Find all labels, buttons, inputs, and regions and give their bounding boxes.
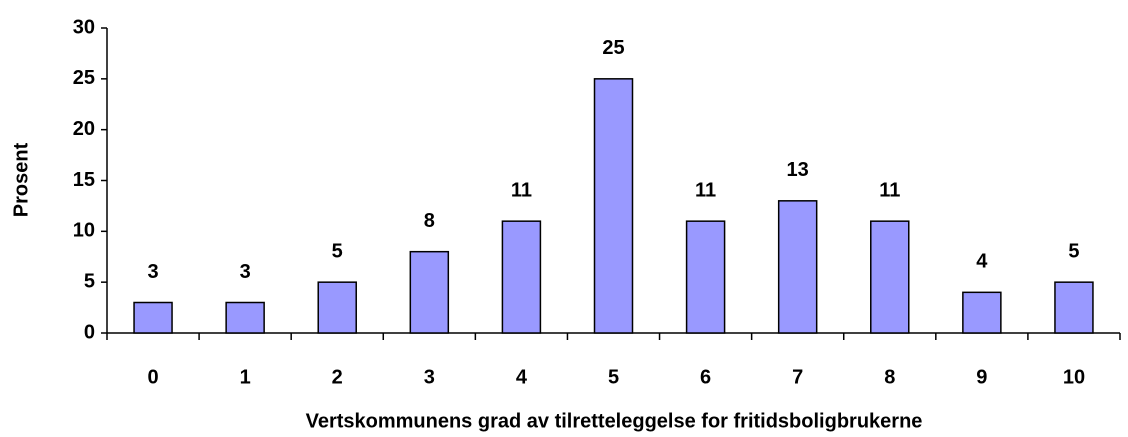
- data-label: 4: [976, 251, 988, 273]
- bar: [317, 281, 357, 334]
- x-tick-label: 6: [700, 366, 711, 388]
- y-tick-label: 0: [84, 321, 95, 343]
- bar: [409, 250, 450, 334]
- data-label: 3: [147, 261, 158, 283]
- data-label: 25: [602, 37, 624, 59]
- y-tick-label: 5: [84, 270, 95, 292]
- x-tick-label: 4: [516, 366, 528, 388]
- data-label: 11: [511, 179, 532, 201]
- bar: [1054, 281, 1094, 334]
- x-tick-label: 2: [332, 366, 343, 388]
- x-tick-label: 8: [884, 366, 895, 388]
- bar: [685, 220, 726, 334]
- x-tick-label: 1: [240, 366, 251, 388]
- x-axis-title: Vertskommunens grad av tilretteleggelse …: [306, 410, 923, 432]
- bar: [870, 220, 910, 334]
- y-tick-label: 30: [73, 16, 95, 38]
- y-tick-label: 15: [73, 169, 95, 191]
- data-label: 11: [695, 179, 716, 201]
- data-label: 13: [787, 159, 809, 181]
- bar: [962, 291, 1002, 334]
- x-tick-label: 7: [792, 366, 803, 388]
- x-tick-label: 5: [608, 366, 619, 388]
- y-tick-label: 20: [73, 118, 95, 140]
- bar: [225, 301, 265, 334]
- x-tick-label: 10: [1063, 366, 1085, 388]
- bar: [777, 200, 818, 334]
- bar: [133, 301, 173, 334]
- bar: [593, 78, 634, 334]
- data-label: 3: [240, 261, 251, 283]
- x-tick-label: 3: [424, 366, 435, 388]
- data-label: 5: [332, 240, 343, 262]
- data-label: 8: [424, 210, 435, 232]
- y-tick-label: 25: [73, 67, 95, 89]
- y-axis-title: Prosent: [10, 142, 32, 217]
- x-tick-label: 0: [147, 366, 158, 388]
- data-label: 5: [1068, 240, 1079, 262]
- x-tick-label: 9: [976, 366, 987, 388]
- bar: [501, 220, 542, 334]
- y-tick-label: 10: [73, 220, 95, 242]
- data-label: 11: [879, 179, 900, 201]
